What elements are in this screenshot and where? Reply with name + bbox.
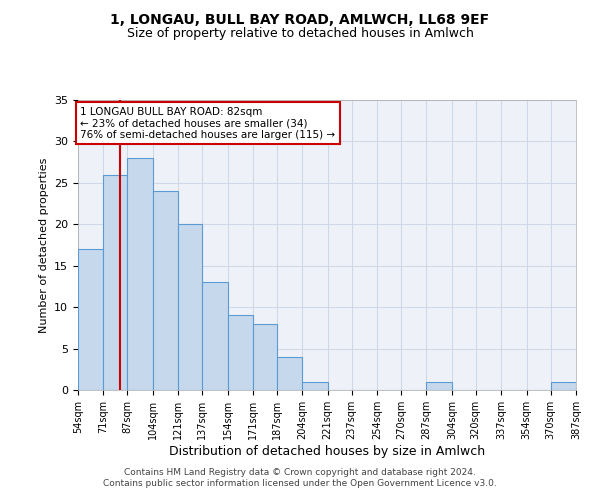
Y-axis label: Number of detached properties: Number of detached properties: [38, 158, 49, 332]
Text: 1, LONGAU, BULL BAY ROAD, AMLWCH, LL68 9EF: 1, LONGAU, BULL BAY ROAD, AMLWCH, LL68 9…: [110, 12, 490, 26]
Bar: [153, 191, 178, 390]
Bar: [253, 324, 277, 390]
Bar: [178, 224, 202, 390]
Bar: [302, 382, 328, 390]
Bar: [103, 174, 127, 390]
Bar: [78, 249, 103, 390]
Text: 1 LONGAU BULL BAY ROAD: 82sqm
← 23% of detached houses are smaller (34)
76% of s: 1 LONGAU BULL BAY ROAD: 82sqm ← 23% of d…: [80, 106, 335, 140]
Bar: [277, 357, 302, 390]
X-axis label: Distribution of detached houses by size in Amlwch: Distribution of detached houses by size …: [169, 444, 485, 458]
Text: Contains HM Land Registry data © Crown copyright and database right 2024.
Contai: Contains HM Land Registry data © Crown c…: [103, 468, 497, 487]
Text: Size of property relative to detached houses in Amlwch: Size of property relative to detached ho…: [127, 28, 473, 40]
Bar: [551, 382, 576, 390]
Bar: [202, 282, 227, 390]
Bar: [427, 382, 452, 390]
Bar: [227, 316, 253, 390]
Bar: [127, 158, 153, 390]
